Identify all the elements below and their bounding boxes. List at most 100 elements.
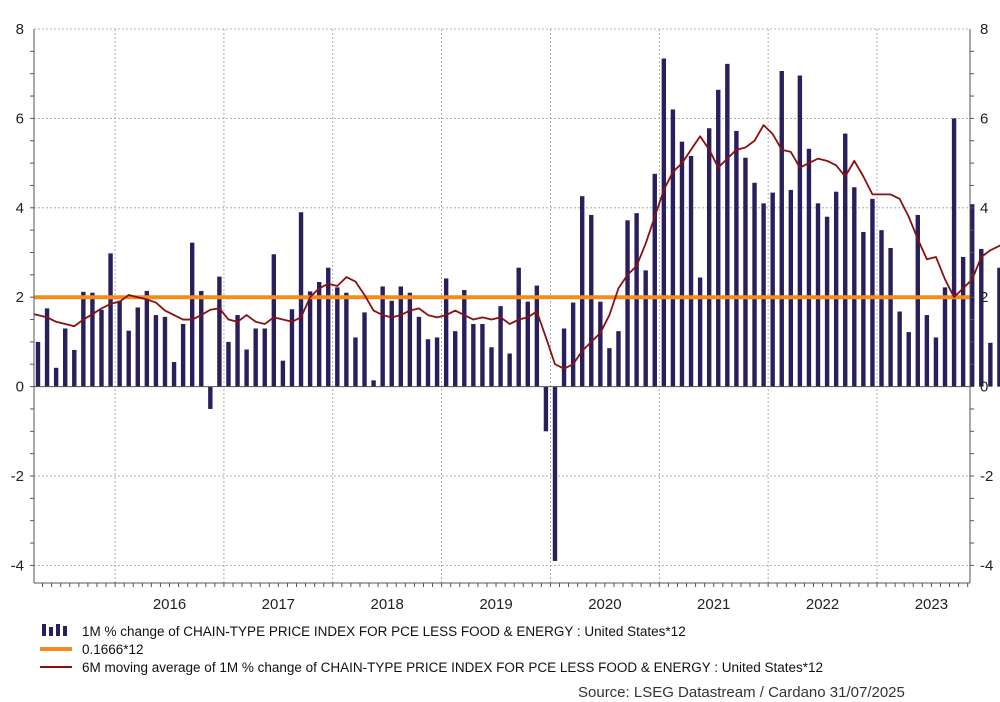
bar <box>734 130 739 387</box>
bar <box>398 286 403 387</box>
bar <box>661 58 667 387</box>
bar <box>607 348 612 387</box>
bar <box>434 337 440 387</box>
bar <box>453 331 458 387</box>
bar <box>126 330 131 387</box>
chart: -4 -4 -2 -2 0 0 2 2 4 4 6 6 8 8 2016 2017 2018 2019 2020 20… <box>11 21 1000 613</box>
bar <box>634 213 639 387</box>
bar <box>289 309 295 387</box>
tick-labels: -4 -4 -2 -2 0 0 2 2 4 4 6 6 8 8 2016 2017 2018 2019 2020 20… <box>11 21 994 613</box>
y-tick-label-left: 6 <box>16 110 24 127</box>
bar <box>316 282 322 387</box>
bar <box>462 290 467 387</box>
bar <box>353 337 358 387</box>
bar <box>915 214 920 387</box>
bar <box>688 155 694 387</box>
legend-item-bars: 1M % change of CHAIN-TYPE PRICE INDEX FO… <box>40 622 823 640</box>
bar <box>979 248 984 387</box>
bar <box>380 286 385 387</box>
bar <box>697 277 703 387</box>
bar <box>561 328 567 387</box>
moving-average-group <box>33 124 1000 370</box>
bar <box>480 324 485 387</box>
bar <box>90 292 95 387</box>
y-tick-label-left: 0 <box>16 379 24 396</box>
bar <box>652 173 657 387</box>
bar <box>924 315 930 387</box>
bar <box>335 287 340 387</box>
bar <box>262 328 267 387</box>
bar <box>888 248 893 387</box>
bar <box>779 71 784 387</box>
bar <box>171 362 177 387</box>
bar <box>81 291 86 387</box>
y-tick-label-right: 8 <box>980 21 988 38</box>
bar <box>217 276 222 387</box>
bars-swatch-icon <box>40 624 74 638</box>
bar <box>99 309 104 387</box>
bar-series <box>35 58 1000 561</box>
bar <box>897 311 902 387</box>
bar <box>271 254 277 387</box>
bar <box>988 342 993 387</box>
x-tick-label: 2021 <box>697 596 730 613</box>
bar <box>970 204 975 387</box>
x-tick-label: 2018 <box>371 596 404 613</box>
bar <box>815 203 821 387</box>
bar <box>670 109 676 387</box>
bar <box>516 267 521 387</box>
bar <box>951 118 957 387</box>
bar <box>280 360 286 387</box>
bar <box>933 337 939 387</box>
legend: 1M % change of CHAIN-TYPE PRICE INDEX FO… <box>40 622 823 676</box>
bar <box>643 270 648 387</box>
y-tick-label-left: -4 <box>11 557 24 574</box>
bar <box>679 141 685 387</box>
y-tick-label-right: -2 <box>980 468 993 485</box>
bar <box>471 324 476 387</box>
source-note: Source: LSEG Datastream / Cardano 31/07/… <box>578 684 905 701</box>
bar <box>443 278 449 387</box>
y-tick-label-left: 2 <box>16 289 24 306</box>
bar <box>44 308 50 387</box>
legend-reference-label: 0.1666*12 <box>82 641 144 657</box>
bar <box>806 148 812 387</box>
bar <box>162 316 168 387</box>
moving-average-line <box>33 124 1000 370</box>
y-tick-label-left: 8 <box>16 21 24 38</box>
bar <box>552 386 558 561</box>
y-tick-label-right: 4 <box>980 200 988 217</box>
bar <box>135 307 140 387</box>
bar <box>371 380 376 387</box>
bar <box>598 301 603 387</box>
bar <box>117 300 122 387</box>
grid-lines <box>34 28 970 583</box>
bar <box>208 386 213 409</box>
legend-item-moving-average: 6M moving average of 1M % change of CHAI… <box>40 658 823 676</box>
bar <box>625 220 630 387</box>
bar <box>852 187 857 387</box>
y-tick-label-left: -2 <box>11 468 24 485</box>
y-tick-label-right: 0 <box>980 379 988 396</box>
bar <box>389 300 394 387</box>
bar <box>725 63 730 387</box>
x-tick-label: 2023 <box>915 596 948 613</box>
bar <box>153 315 159 387</box>
bar <box>244 349 249 387</box>
bar <box>235 315 240 387</box>
bar <box>180 324 186 387</box>
bar <box>253 328 258 387</box>
bar <box>489 347 494 387</box>
axes <box>30 29 974 587</box>
x-tick-label: 2016 <box>153 596 186 613</box>
y-tick-label-right: 2 <box>980 289 988 306</box>
bar <box>344 292 349 387</box>
bar <box>525 301 530 387</box>
bar <box>752 182 757 387</box>
bar <box>879 230 884 387</box>
bar <box>942 287 948 387</box>
bar <box>906 332 911 387</box>
moving-average-swatch-icon <box>40 660 74 674</box>
bar <box>108 253 113 387</box>
legend-ma-label: 6M moving average of 1M % change of CHAI… <box>82 659 824 675</box>
